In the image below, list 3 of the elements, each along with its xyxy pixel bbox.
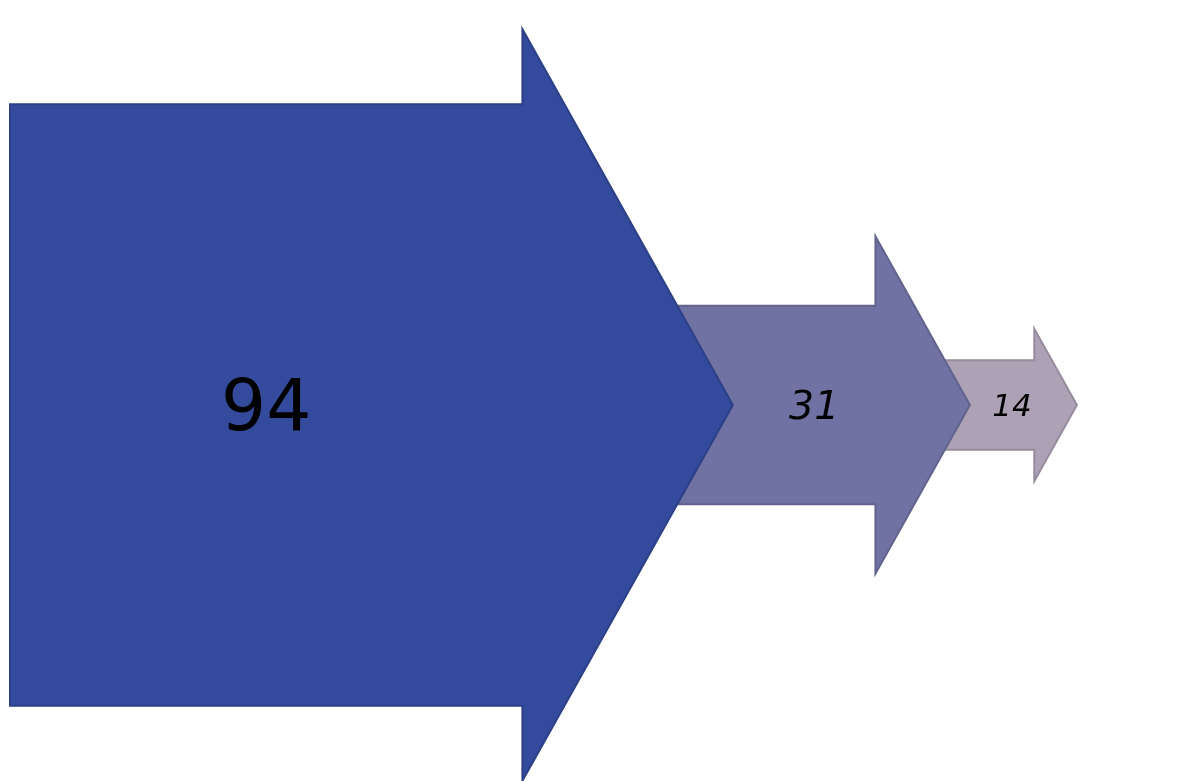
data-label: 94 bbox=[221, 363, 312, 447]
data-label: 14 bbox=[992, 387, 1032, 423]
data-label: 31 bbox=[789, 382, 840, 428]
